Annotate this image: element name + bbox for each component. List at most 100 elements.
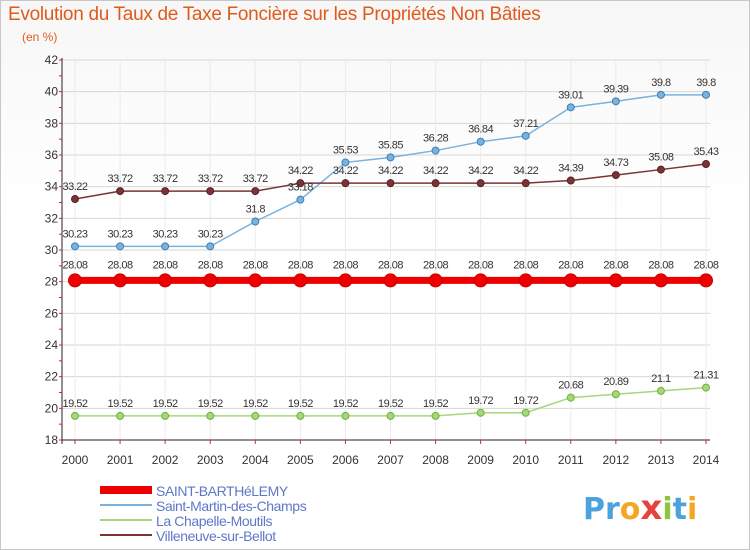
data-label: 19.52 xyxy=(288,398,313,410)
legend-swatch xyxy=(100,519,152,521)
y-tick-label: 26 xyxy=(45,306,59,320)
data-label: 34.22 xyxy=(333,165,358,177)
data-label: 28.08 xyxy=(243,259,268,271)
x-tick-label: 2009 xyxy=(467,453,494,467)
data-label: 19.52 xyxy=(423,398,448,410)
data-point xyxy=(702,90,710,99)
data-label: 28.08 xyxy=(108,259,133,271)
data-point xyxy=(248,273,263,288)
data-point xyxy=(338,273,353,288)
logo-letter: r xyxy=(605,492,620,527)
data-point xyxy=(611,390,620,399)
data-label: 19.52 xyxy=(62,398,87,410)
data-point xyxy=(71,195,79,204)
data-point xyxy=(428,273,443,288)
data-point xyxy=(71,242,79,251)
data-label: 33.72 xyxy=(108,173,133,185)
x-tick-label: 2010 xyxy=(512,453,539,467)
legend-item: La Chapelle-Moutils xyxy=(100,513,400,529)
data-label: 35.85 xyxy=(378,139,403,151)
logo-letter: x xyxy=(640,488,663,528)
y-tick-label: 40 xyxy=(45,85,59,99)
y-tick-label: 18 xyxy=(45,433,59,447)
data-label: 33.72 xyxy=(153,173,178,185)
legend-item: Saint-Martin-des-Champs xyxy=(100,498,400,514)
data-point xyxy=(476,408,485,417)
data-point xyxy=(431,179,440,188)
data-point xyxy=(296,411,305,420)
data-point xyxy=(566,103,575,112)
x-tick-label: 2002 xyxy=(152,453,179,467)
data-point xyxy=(158,273,173,288)
data-point xyxy=(383,273,398,288)
logo-letter: o xyxy=(619,492,641,527)
x-tick-label: 2003 xyxy=(197,453,224,467)
data-point xyxy=(702,160,710,169)
y-tick-label: 32 xyxy=(45,211,59,225)
data-point xyxy=(116,411,125,420)
data-label: 33.72 xyxy=(243,173,268,185)
data-label: 28.08 xyxy=(648,259,673,271)
logo-letter: P xyxy=(583,492,605,527)
data-point xyxy=(473,273,488,288)
data-label: 36.28 xyxy=(423,133,448,145)
x-tick-label: 2014 xyxy=(693,453,720,467)
data-label: 19.52 xyxy=(378,398,403,410)
data-label: 19.72 xyxy=(513,395,538,407)
x-tick-label: 2011 xyxy=(558,453,584,467)
y-tick-label: 36 xyxy=(45,148,59,162)
x-tick-label: 2013 xyxy=(648,453,675,467)
data-point xyxy=(431,411,440,420)
logo-letter: t xyxy=(672,492,687,527)
data-point xyxy=(293,273,308,288)
data-label: 34.22 xyxy=(288,165,313,177)
data-label: 34.22 xyxy=(468,165,493,177)
series-la-chapelle-moutils xyxy=(71,383,710,420)
data-point xyxy=(476,137,485,146)
data-point xyxy=(206,187,215,196)
data-label: 19.52 xyxy=(108,398,133,410)
x-tick-label: 2012 xyxy=(603,453,630,467)
data-label: 28.08 xyxy=(333,259,358,271)
data-label: 19.52 xyxy=(333,398,358,410)
x-tick-label: 2004 xyxy=(242,453,269,467)
data-label: 28.08 xyxy=(558,259,583,271)
data-label: 34.22 xyxy=(378,165,403,177)
data-point xyxy=(161,187,170,196)
data-label: 34.22 xyxy=(423,165,448,177)
data-point xyxy=(563,273,578,288)
proxiti-logo: Proxiti xyxy=(583,488,697,528)
logo-letter: i xyxy=(662,492,673,527)
x-tick-label: 2001 xyxy=(107,453,134,467)
legend-label: Villeneuve-sur-Bellot xyxy=(156,528,276,544)
data-point xyxy=(699,273,713,288)
data-label: 28.08 xyxy=(288,259,313,271)
x-tick-label: 2008 xyxy=(422,453,449,467)
data-label: 28.08 xyxy=(198,259,223,271)
data-label: 28.08 xyxy=(693,259,718,271)
data-point xyxy=(566,176,575,185)
chart-title: Evolution du Taux de Taxe Foncière sur l… xyxy=(8,4,541,25)
data-point xyxy=(518,273,533,288)
data-label: 33.22 xyxy=(62,181,87,193)
data-label: 19.72 xyxy=(468,395,493,407)
y-tick-label: 34 xyxy=(45,180,59,194)
data-label: 39.01 xyxy=(558,89,583,101)
y-axis-unit: (en %) xyxy=(22,30,58,44)
y-tick-label: 38 xyxy=(45,116,59,130)
data-point xyxy=(251,217,260,226)
legend-item: SAINT-BARTHéLEMY xyxy=(100,483,400,499)
data-label: 31.8 xyxy=(246,204,266,216)
y-tick-label: 24 xyxy=(45,338,59,352)
data-point xyxy=(68,273,82,288)
data-label: 39.39 xyxy=(603,83,628,95)
data-point xyxy=(476,179,485,188)
data-point xyxy=(161,242,170,251)
legend-item: Villeneuve-sur-Bellot xyxy=(100,528,400,544)
y-tick-label: 22 xyxy=(45,370,59,384)
data-label: 28.08 xyxy=(378,259,403,271)
data-label: 19.52 xyxy=(198,398,223,410)
data-point xyxy=(656,165,665,174)
data-label: 35.43 xyxy=(693,146,718,158)
x-tick-label: 2006 xyxy=(332,453,359,467)
